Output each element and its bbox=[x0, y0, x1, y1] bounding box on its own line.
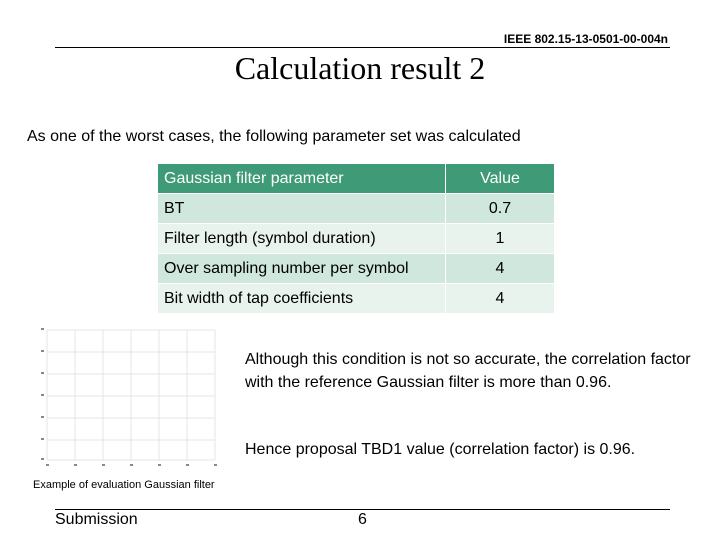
param-table: Gaussian filter parameter Value BT 0.7 Fil… bbox=[157, 163, 555, 314]
intro: As one of the worst cases, the following… bbox=[27, 128, 521, 145]
cell: 1 bbox=[445, 223, 555, 254]
caption: Example of evaluation Gaussian filter bbox=[33, 479, 215, 491]
paragraph: Hence proposal TBD1 value (correlation f… bbox=[245, 441, 636, 458]
row: Filter length (symbol duration) 1 bbox=[157, 223, 555, 254]
paragraph: Although this condition is not so accura… bbox=[245, 351, 691, 391]
col-header: Value bbox=[445, 163, 555, 194]
cell: 0.7 bbox=[445, 193, 555, 224]
header-rule bbox=[55, 47, 670, 48]
row: BT 0.7 bbox=[157, 193, 555, 224]
footer-label: Submission bbox=[55, 511, 138, 528]
row: Over sampling number per symbol 4 bbox=[157, 253, 555, 284]
footer-rule bbox=[55, 509, 670, 510]
title: Calculation result 2 bbox=[234, 50, 486, 86]
doc-id: IEEE 802.15-13-0501-00-004n bbox=[503, 32, 668, 46]
col-header: Gaussian filter parameter bbox=[157, 163, 446, 194]
page-number: 6 bbox=[358, 511, 367, 528]
cell: 4 bbox=[445, 253, 555, 284]
filter-plot-image bbox=[41, 328, 217, 466]
cell: Filter length (symbol duration) bbox=[157, 223, 446, 254]
row: Bit width of tap coefficients 4 bbox=[157, 283, 555, 314]
cell: Over sampling number per symbol bbox=[157, 253, 446, 284]
header-row: Gaussian filter parameter Value bbox=[157, 163, 555, 194]
cell: Bit width of tap coefficients bbox=[157, 283, 446, 314]
cell: 4 bbox=[445, 283, 555, 314]
cell: BT bbox=[157, 193, 446, 224]
